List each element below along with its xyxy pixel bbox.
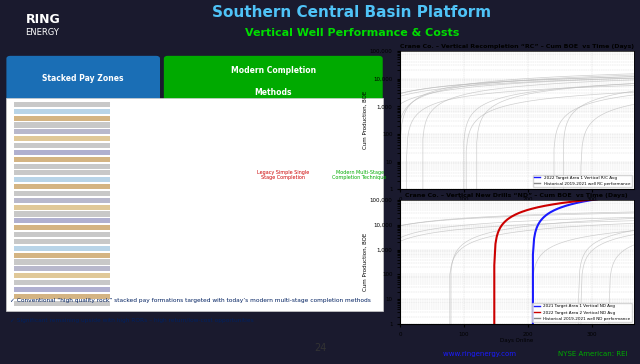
Text: NYSE American: REI: NYSE American: REI — [557, 351, 627, 357]
Bar — [14, 170, 110, 175]
FancyBboxPatch shape — [164, 56, 383, 101]
Bar — [14, 177, 110, 182]
Bar — [14, 218, 110, 223]
Title: Crane Co. – Vertical New Drills “ND” – Cum BOE  vs Time (Days): Crane Co. – Vertical New Drills “ND” – C… — [406, 193, 628, 198]
Bar — [14, 225, 110, 230]
Bar — [14, 260, 110, 265]
FancyBboxPatch shape — [6, 56, 160, 101]
Bar — [14, 273, 110, 278]
Bar — [14, 205, 110, 210]
Text: Methods: Methods — [255, 88, 292, 97]
X-axis label: Days Online: Days Online — [500, 203, 533, 208]
FancyBboxPatch shape — [6, 98, 383, 311]
Bar — [14, 253, 110, 258]
Bar — [14, 115, 110, 120]
Text: Southern Central Basin Platform: Southern Central Basin Platform — [212, 5, 492, 20]
Text: ✓ Conventional “high quality rock” stacked pay formations targeted with today’s : ✓ Conventional “high quality rock” stack… — [10, 298, 371, 304]
Text: ENERGY: ENERGY — [26, 28, 60, 37]
Bar — [14, 211, 110, 217]
Bar — [14, 157, 110, 162]
Bar — [14, 198, 110, 203]
Y-axis label: Cum Production, BOE: Cum Production, BOE — [364, 233, 368, 291]
Text: Stacked Pay Zones: Stacked Pay Zones — [42, 74, 124, 83]
Title: Crane Co. – Vertical Recompletion “RC” – Cum BOE  vs Time (Days): Crane Co. – Vertical Recompletion “RC” –… — [400, 44, 634, 49]
Bar — [14, 301, 110, 306]
Y-axis label: Cum Production, BOE: Cum Production, BOE — [364, 91, 368, 149]
Text: Modern Multi-Stage
Completion Technique: Modern Multi-Stage Completion Technique — [333, 170, 387, 181]
Bar — [14, 143, 110, 148]
Bar — [14, 163, 110, 169]
Text: Vertical Well Performance & Costs: Vertical Well Performance & Costs — [245, 28, 459, 38]
Bar — [14, 122, 110, 127]
X-axis label: Days Online: Days Online — [500, 338, 533, 343]
Text: ✓ Significant remaining upside with high RORs – high return/low-cost opportuniti: ✓ Significant remaining upside with high… — [10, 318, 254, 323]
Bar — [14, 232, 110, 237]
Text: RING: RING — [26, 13, 60, 26]
Legend: 2022 Target Area 1 Vertical R/C Avg, Historical 2019-2021 well RC performance: 2022 Target Area 1 Vertical R/C Avg, His… — [533, 175, 632, 187]
Bar — [14, 266, 110, 272]
Bar — [14, 184, 110, 189]
Text: Legacy Simple Single
Stage Completion: Legacy Simple Single Stage Completion — [257, 170, 309, 181]
Bar — [14, 129, 110, 134]
Text: www.ringenergy.com: www.ringenergy.com — [443, 351, 525, 357]
Bar — [14, 102, 110, 107]
Text: 24: 24 — [314, 343, 326, 353]
Bar — [14, 246, 110, 251]
Bar — [14, 136, 110, 141]
Bar — [14, 239, 110, 244]
Legend: 2021 Target Area 1 Vertical ND Avg, 2022 Target Area 2 Vertical ND Avg, Historic: 2021 Target Area 1 Vertical ND Avg, 2022… — [532, 303, 632, 322]
Bar — [14, 287, 110, 292]
Bar — [14, 294, 110, 299]
Bar — [14, 280, 110, 285]
Bar — [14, 109, 110, 114]
Bar — [14, 150, 110, 155]
Bar — [14, 191, 110, 196]
Text: Modern Completion: Modern Completion — [230, 66, 316, 75]
